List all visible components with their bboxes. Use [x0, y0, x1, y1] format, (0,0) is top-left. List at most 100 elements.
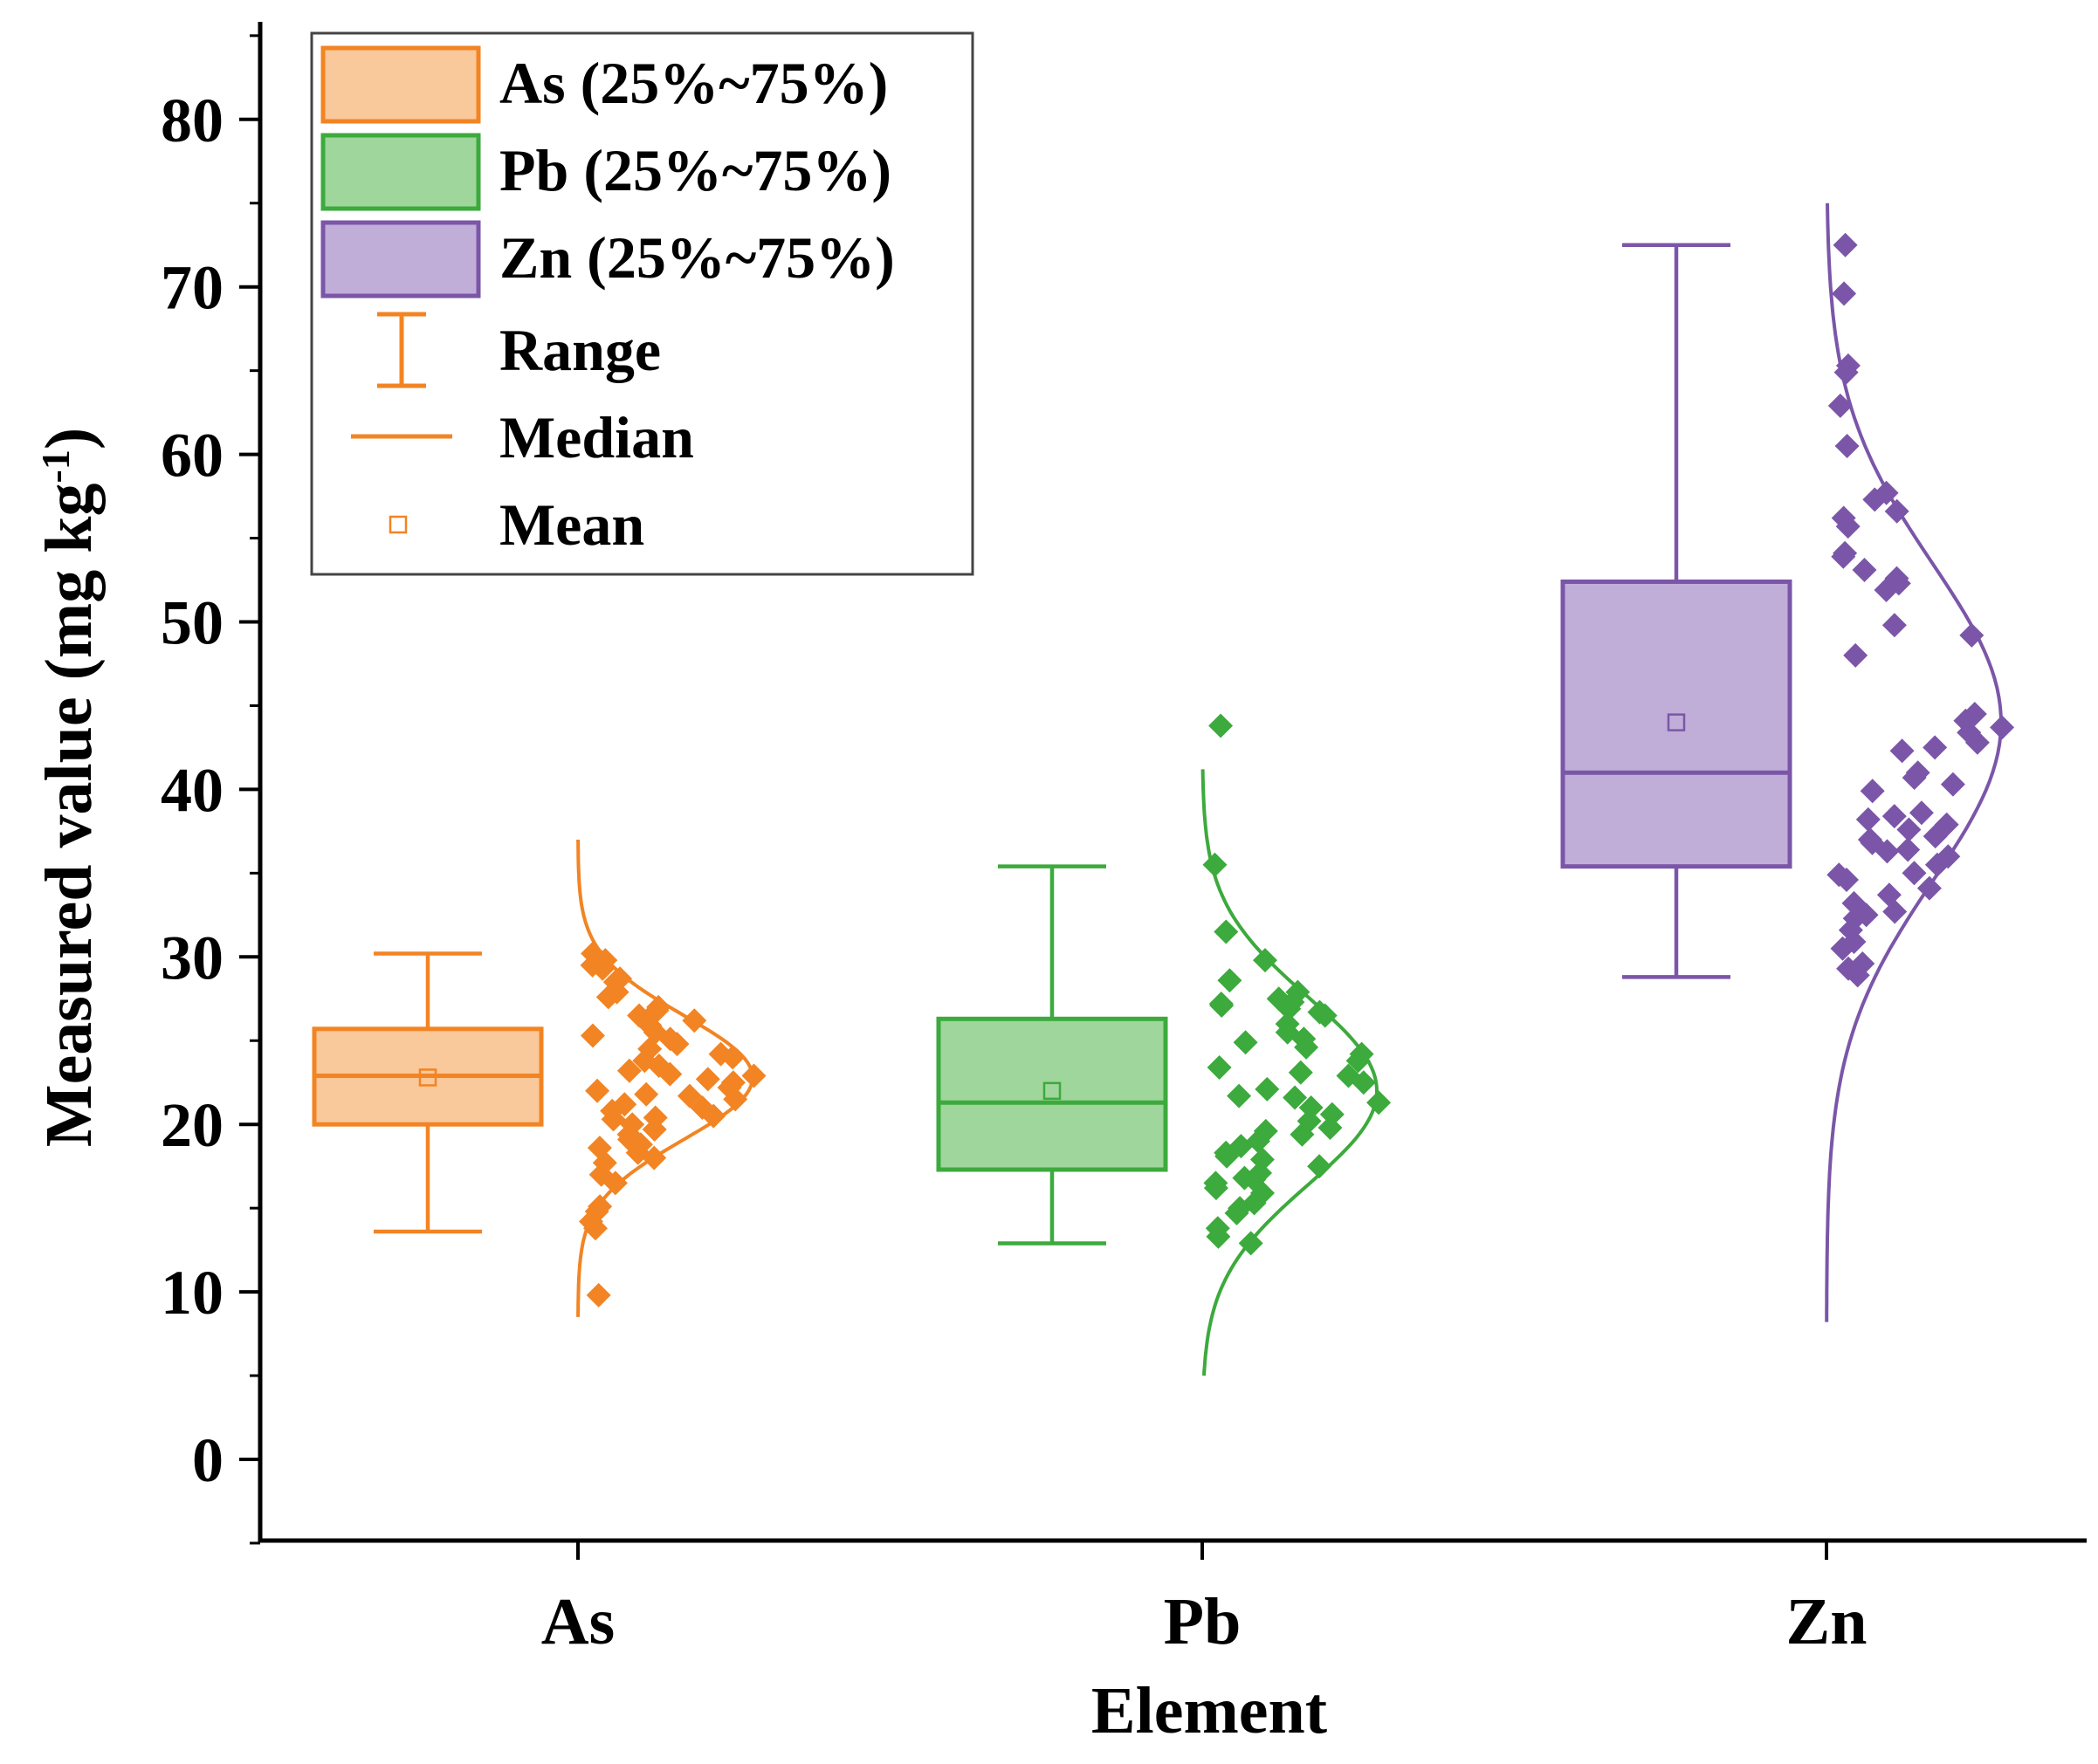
pb-data-point [1208, 713, 1234, 738]
zn-data-point [1940, 772, 1965, 797]
as-data-point [682, 1008, 707, 1033]
pb-data-point [1351, 1070, 1376, 1095]
zn-data-point [1833, 232, 1858, 257]
y-tick-label-60: 60 [161, 421, 224, 491]
pb-data-point [1238, 1231, 1263, 1256]
pb-box [936, 1016, 1168, 1172]
as-data-point [741, 1063, 767, 1088]
zn-data-point [1854, 903, 1879, 928]
as-data-point [695, 1067, 720, 1092]
y-axis-title-close: ) [32, 428, 106, 450]
pb-data-point [1217, 968, 1242, 993]
zn-data-point [1990, 715, 2015, 740]
pb-data-point [1317, 1115, 1343, 1140]
zn-data-point [1964, 730, 1990, 755]
zn-data-point [1852, 558, 1877, 582]
y-tick-label-10: 10 [161, 1258, 224, 1328]
as-data-point [720, 1045, 746, 1070]
zn-data-point [1830, 936, 1855, 961]
zn-data-point [1826, 862, 1852, 888]
pb-data-point [1224, 1200, 1249, 1225]
zn-data-point [1832, 281, 1857, 306]
zn-data-point [1845, 963, 1870, 988]
legend-mean-icon [389, 515, 408, 534]
as-data-point [723, 1087, 748, 1112]
x-tick-label-zn: Zn [1786, 1585, 1868, 1658]
zn-data-point [1855, 806, 1881, 832]
pb-data-point [1203, 1176, 1228, 1201]
pb-data-point [1307, 999, 1332, 1025]
legend-label-median: Median [499, 404, 694, 470]
pb-data-point [1294, 1034, 1319, 1060]
legend: As (25%~75%) Pb (25%~75%) Zn (25%~75%) R… [310, 31, 974, 576]
zn-data-point [1860, 779, 1885, 804]
zn-data-point [1833, 360, 1859, 385]
legend-label-pb: Pb (25%~75%) [499, 137, 891, 203]
zn-data-point [1862, 487, 1888, 512]
zn-data-point [1923, 735, 1948, 760]
as-data-point [590, 956, 616, 981]
series-as [312, 839, 767, 1317]
y-axis-title-superscript: -1 [33, 450, 78, 483]
as-data-point [634, 1081, 659, 1107]
legend-range-icon [377, 312, 426, 388]
pb-data-point [1208, 992, 1234, 1016]
series-zn [1560, 202, 2015, 1322]
legend-label-mean: Mean [499, 491, 644, 558]
plot-area [312, 202, 2015, 1376]
zn-data-point [1895, 837, 1921, 862]
y-axis-title-text: Measured value (mg kg [32, 483, 106, 1147]
zn-data-point [1881, 804, 1907, 829]
y-axis: 0 10 20 30 40 50 60 70 80 [161, 22, 263, 1545]
as-mean-marker [418, 1068, 437, 1087]
x-tick-label-pb: Pb [1164, 1585, 1242, 1658]
pb-data-point [1345, 1048, 1371, 1074]
zn-data-point [1874, 578, 1899, 602]
legend-swatch-zn [320, 220, 481, 299]
zn-data-point [1916, 875, 1942, 901]
zn-box [1560, 579, 1792, 869]
as-data-point [581, 1023, 605, 1048]
x-axis: As Pb Zn [258, 1538, 2087, 1658]
as-data-point [601, 1107, 626, 1132]
as-data-point [701, 1103, 726, 1129]
pb-data-point [1253, 1118, 1278, 1143]
x-tick-label-as: As [541, 1585, 615, 1658]
legend-swatch-pb [320, 133, 481, 211]
pb-data-point [1253, 948, 1277, 973]
pb-data-point [1233, 1030, 1258, 1055]
zn-data-point [1843, 642, 1868, 668]
zn-data-point [1924, 852, 1950, 877]
zn-mean-marker [1667, 713, 1686, 731]
zn-data-point [1896, 817, 1922, 842]
y-tick-label-20: 20 [161, 1090, 224, 1160]
legend-label-range: Range [499, 317, 661, 383]
y-axis-title: Measured value (mg kg-1) [32, 428, 106, 1147]
zn-data-point [1884, 498, 1909, 524]
as-data-point [616, 1058, 642, 1083]
as-data-point [664, 1032, 690, 1057]
series-pb [936, 713, 1392, 1376]
y-tick-label-50: 50 [161, 588, 224, 658]
as-data-point [657, 1061, 683, 1087]
zn-data-point [1923, 824, 1948, 849]
zn-data-point [1902, 861, 1927, 886]
pb-data-point [1288, 1060, 1313, 1085]
as-data-point [602, 1170, 628, 1196]
zn-data-point [1882, 899, 1908, 924]
pb-data-point [1206, 1224, 1231, 1249]
pb-data-point [1290, 1122, 1315, 1147]
zn-data-point [1834, 434, 1860, 458]
zn-data-point [1909, 800, 1934, 826]
pb-data-point [1283, 1085, 1308, 1110]
y-tick-label-70: 70 [161, 253, 224, 323]
pb-mean-marker [1042, 1081, 1062, 1101]
as-data-point [583, 1216, 608, 1241]
zn-distribution-curve [1825, 202, 2004, 1322]
zn-data-point [1902, 765, 1927, 790]
y-tick-label-40: 40 [161, 755, 224, 825]
y-tick-label-30: 30 [161, 923, 224, 992]
pb-data-point [1214, 919, 1239, 944]
pb-data-point [1307, 1154, 1332, 1179]
